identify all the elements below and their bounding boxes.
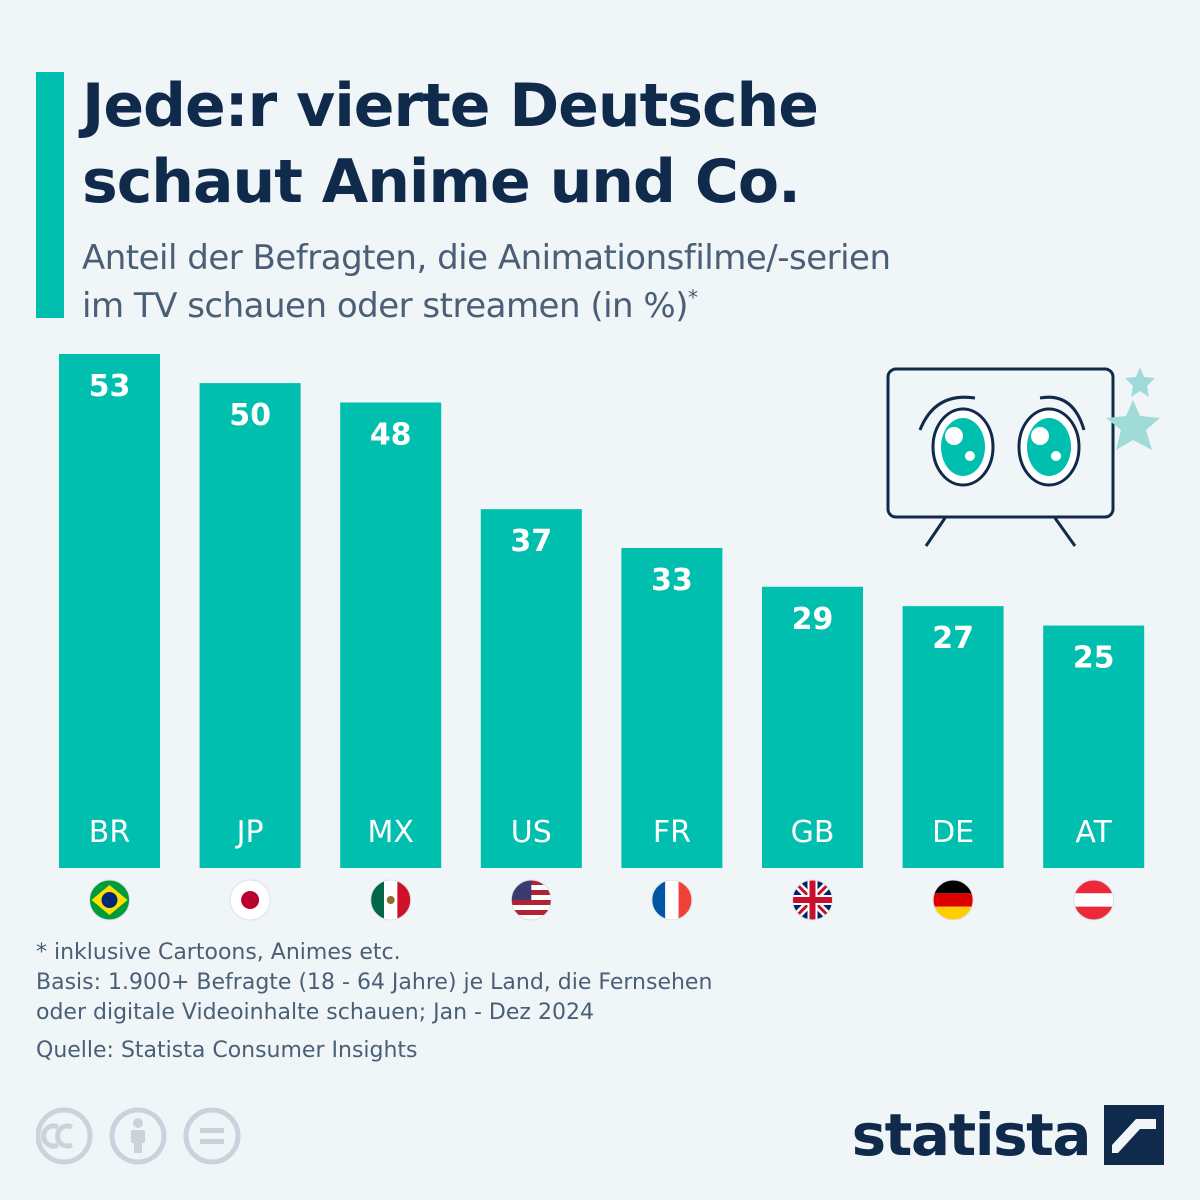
bars-group: 53 BR 50 JP 48 MX 37 US 33 FR 29 GB 27 DE 25 AT [59,354,1145,868]
statista-logo-icon [1104,1105,1164,1165]
category-label: DE [932,815,974,850]
bar-jp [199,383,301,868]
bar-value-label: 29 [792,602,834,637]
cc-icon[interactable] [36,1107,93,1165]
statista-logo[interactable]: statista [852,1100,1164,1170]
category-label: FR [653,815,691,850]
france-flag-icon [651,879,693,921]
bar-at [1043,625,1145,868]
footnotes: * inklusive Cartoons, Animes etc. Basis:… [36,938,712,1066]
source-note: Quelle: Statista Consumer Insights [36,1038,418,1063]
brazil-flag-icon [89,879,130,921]
anime-tv-icon [886,367,1160,547]
category-label: US [511,815,552,850]
license-icons [36,1106,246,1166]
accent-bar [36,72,64,318]
bar-value-label: 25 [1073,641,1115,676]
bar-value-label: 53 [89,369,131,404]
bar-value-label: 27 [932,621,974,656]
no-derivatives-icon[interactable] [183,1107,241,1165]
japan-flag-icon [229,879,271,921]
subtitle-line-1: Anteil der Befragten, die Animationsfilm… [82,238,891,278]
bar-fr [621,547,723,868]
flags-group [89,879,1115,921]
page-title: Jede:r vierte Deutsche schaut Anime und … [82,71,819,217]
chart-subtitle: Anteil der Befragten, die Animationsfilm… [82,234,891,330]
bar-gb [762,586,863,868]
bar-us [480,509,582,868]
bar-chart: 53 BR 50 JP 48 MX 37 US 33 FR 29 GB 27 DE 25 AT [59,354,1160,921]
austria-flag-icon [1073,879,1115,921]
category-label: AT [1075,815,1112,850]
bar-de [902,606,1004,868]
category-label: MX [367,815,413,850]
subtitle-line-2: im TV schauen oder streamen (in %) [82,286,688,326]
bar-value-label: 37 [510,524,552,559]
statista-logo-text: statista [851,1101,1092,1169]
bar-value-label: 33 [651,563,693,598]
footnote-asterisk: * inklusive Cartoons, Animes etc. [36,940,401,965]
category-label: JP [235,815,264,850]
bar-value-label: 48 [370,417,412,452]
category-label: GB [791,815,835,850]
mexico-flag-icon [370,879,412,921]
subtitle-footnote-mark: * [687,285,698,310]
bar-value-label: 50 [229,398,271,433]
footnote-basis-1: Basis: 1.900+ Befragte (18 - 64 Jahre) j… [36,970,713,995]
bar-br [59,354,160,868]
germany-flag-icon [932,879,974,921]
usa-flag-icon [510,879,552,921]
attribution-icon[interactable] [109,1107,167,1165]
uk-flag-icon [792,879,833,921]
footnote-basis-2: oder digitale Videoinhalte schauen; Jan … [36,1000,594,1025]
category-label: BR [89,815,130,850]
bar-mx [340,402,442,868]
